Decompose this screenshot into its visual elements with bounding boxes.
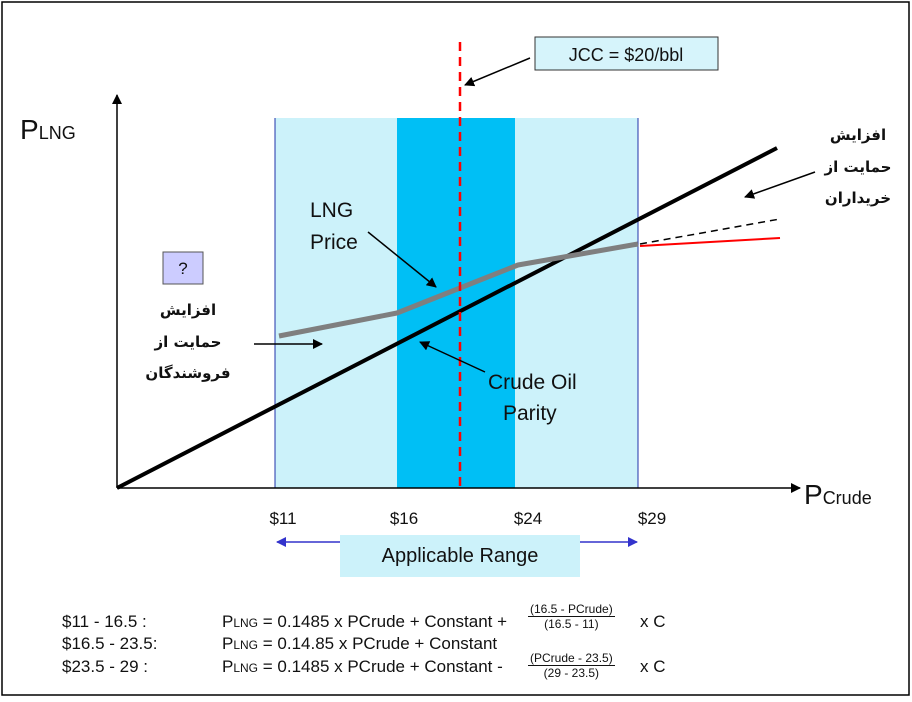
question-box	[162, 251, 204, 285]
tick-label-16: $16	[390, 509, 418, 528]
x-axis-label: PCrude	[804, 479, 872, 510]
equation-suffix: x C	[640, 657, 666, 676]
crude-oil-parity-line	[116, 146, 778, 490]
sellers-protection-line2: حمایت از	[153, 333, 221, 351]
jcc-label-box	[534, 36, 719, 71]
question-mark: ?	[178, 259, 187, 278]
lng-price-label-line2: Price	[310, 231, 358, 254]
mid-range-band	[397, 118, 515, 488]
sellers-protection-line3: فروشندگان	[145, 364, 230, 382]
equation-row-2: $16.5 - 23.5: PLNG = 0.14.85 x PCrude + …	[0, 634, 912, 658]
applicable-range-label: Applicable Range	[382, 545, 539, 567]
equation-range: $23.5 - 29 :	[62, 657, 149, 676]
lng-price-label-line1: LNG	[310, 199, 353, 222]
equation-body: PLNG = 0.14.85 x PCrude + Constant	[222, 634, 498, 653]
crude-parity-arrow	[419, 341, 486, 373]
jcc-arrow	[464, 57, 531, 87]
y-axis-label: PLNG	[20, 114, 76, 145]
tick-label-24: $24	[514, 509, 542, 528]
applicable-range-box	[340, 535, 580, 577]
buyers-arrow	[744, 171, 816, 199]
crude-parity-label-line2: Parity	[503, 402, 557, 425]
equation-row-1: $11 - 16.5 : PLNG = 0.1485 x PCrude + Co…	[0, 602, 912, 636]
equation-range: $16.5 - 23.5:	[62, 634, 158, 653]
buyers-protection-line2: حمایت از	[823, 158, 891, 176]
lng-price-arrow	[367, 231, 437, 288]
equation-fraction: (16.5 - PCrude) (16.5 - 11)	[528, 602, 615, 631]
buyers-protection-line1: افزایش	[830, 126, 886, 144]
extension-red-line	[639, 237, 781, 247]
jcc-label: JCC = $20/bbl	[569, 45, 684, 65]
equation-body: PLNG = 0.1485 x PCrude + Constant +	[222, 612, 508, 631]
extension-dashed-line	[639, 218, 781, 245]
equation-suffix: x C	[640, 612, 666, 631]
crude-parity-label-line1: Crude Oil	[488, 371, 577, 394]
tick-label-29: $29	[638, 509, 666, 528]
equation-body: PLNG = 0.1485 x PCrude + Constant -	[222, 657, 503, 676]
tick-label-11: $11	[269, 509, 296, 528]
sellers-protection-line1: افزایش	[160, 301, 216, 319]
equation-range: $11 - 16.5 :	[62, 612, 147, 631]
equation-row-3: $23.5 - 29 : PLNG = 0.1485 x PCrude + Co…	[0, 651, 912, 681]
equation-fraction: (PCrude - 23.5) (29 - 23.5)	[528, 651, 615, 680]
buyers-protection-line3: خریداران	[825, 189, 891, 207]
